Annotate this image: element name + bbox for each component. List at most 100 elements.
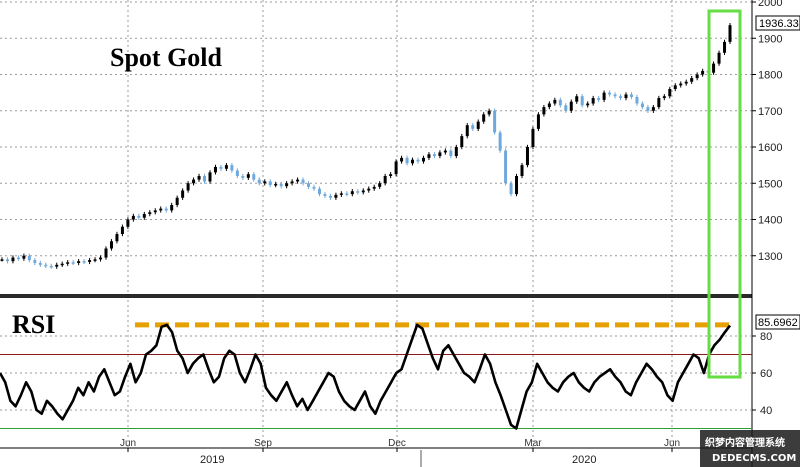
price-candle-body xyxy=(662,96,666,99)
price-last-value-box: 1936.33 xyxy=(755,15,800,31)
price-candle-body xyxy=(120,226,124,234)
price-candle-body xyxy=(586,103,590,106)
price-candle-body xyxy=(328,195,332,198)
price-candle-body xyxy=(77,261,81,263)
price-candle-body xyxy=(312,186,316,189)
price-candle-body xyxy=(520,165,524,176)
price-candle-body xyxy=(651,107,655,111)
price-candle-body xyxy=(728,25,732,42)
rsi-last-value-frame xyxy=(755,314,800,330)
price-candle-body xyxy=(394,161,398,175)
price-candle-body xyxy=(690,78,694,82)
price-y-tick-label: 1400 xyxy=(758,215,782,227)
price-y-tick-label: 1900 xyxy=(758,33,782,45)
price-candle-body xyxy=(635,96,639,104)
rsi-y-tick-label: 60 xyxy=(760,368,772,380)
price-candle-body xyxy=(389,174,393,176)
price-candle-body xyxy=(449,150,453,157)
price-candle-body xyxy=(334,194,338,198)
price-candle-body xyxy=(22,255,26,259)
price-candle-body xyxy=(279,183,283,187)
x-month-label: Dec xyxy=(388,438,406,449)
price-candle-body xyxy=(181,190,185,198)
price-candle-body xyxy=(274,183,278,186)
price-candle-body xyxy=(427,154,431,158)
price-candle-body xyxy=(443,150,447,153)
price-candle-body xyxy=(361,190,365,193)
price-candle-body xyxy=(88,260,92,262)
price-candle-body xyxy=(547,103,551,108)
x-axis: Jun Sep Dec Mar Jun 2019 2020 xyxy=(0,438,752,467)
price-candle-body xyxy=(405,157,409,164)
price-candle-body xyxy=(192,179,196,184)
price-candle-body xyxy=(482,114,486,122)
rsi-y-tick-label: 80 xyxy=(760,331,772,343)
rsi-last-value: 85.6962 xyxy=(758,317,798,329)
price-y-tick-label: 1800 xyxy=(758,70,782,82)
price-gridlines xyxy=(0,0,752,292)
price-candle-body xyxy=(640,103,644,108)
watermark: 织梦内容管理系统 DEDECMS.COM xyxy=(700,430,800,467)
price-candle-body xyxy=(142,214,146,218)
price-candle-body xyxy=(460,136,464,147)
price-candle-body xyxy=(383,176,387,184)
watermark-line-2: DEDECMS.COM xyxy=(712,453,796,464)
price-candle-body xyxy=(646,107,650,111)
price-candle-body xyxy=(564,105,568,111)
x-month-label: Jun xyxy=(120,438,136,449)
rsi-y-tick-label: 40 xyxy=(760,405,772,417)
price-candle-body xyxy=(186,183,190,191)
panel-divider xyxy=(0,294,752,298)
price-candle-body xyxy=(493,110,497,133)
price-candle-body xyxy=(137,215,141,218)
price-candle-body xyxy=(575,96,579,102)
price-candle-body xyxy=(27,255,31,261)
price-candle-body xyxy=(597,98,601,100)
price-candle-body xyxy=(82,261,86,263)
price-candle-body xyxy=(170,205,174,211)
price-candle-body xyxy=(378,183,382,187)
price-candle-body xyxy=(509,183,513,195)
recent-rally-highlight-box xyxy=(707,9,742,379)
price-candle-body xyxy=(673,85,677,89)
price-candle-body xyxy=(487,110,491,115)
price-candle-body xyxy=(558,99,562,106)
price-candle-body xyxy=(71,262,75,264)
price-y-tick-label: 1700 xyxy=(758,106,782,118)
price-candle-body xyxy=(285,183,289,187)
price-candle-body xyxy=(317,188,321,195)
price-candle-body xyxy=(60,263,64,266)
price-candle-body xyxy=(197,176,201,180)
price-y-tick-label: 1500 xyxy=(758,178,782,190)
price-candle-body xyxy=(44,264,48,267)
price-candle-body xyxy=(164,208,168,211)
price-candle-body xyxy=(525,147,529,166)
price-candle-body xyxy=(372,186,376,189)
price-y-axis-ticks: 1300 1400 1500 1600 1700 1800 1900 2000 xyxy=(752,0,782,263)
price-candle-body xyxy=(99,257,103,260)
watermark-line-1: 织梦内容管理系统 xyxy=(705,436,785,449)
price-candle-body xyxy=(679,83,683,86)
price-candle-body xyxy=(629,94,633,97)
x-month-label: Mar xyxy=(524,438,542,449)
rsi-panel-title: RSI xyxy=(12,310,55,339)
price-candle-body xyxy=(602,92,606,100)
price-candle-body xyxy=(16,257,20,260)
price-candle-body xyxy=(109,241,113,249)
price-candle-body xyxy=(230,165,234,171)
price-candle-body xyxy=(301,179,305,184)
price-candle-body xyxy=(668,89,672,97)
price-last-value: 1936.33 xyxy=(759,18,799,30)
price-candle-body xyxy=(591,98,595,104)
x-year-label-2019: 2019 xyxy=(200,454,224,466)
price-candle-body xyxy=(712,63,716,73)
price-candle-body xyxy=(580,96,584,106)
price-candle-body xyxy=(454,147,458,157)
price-candle-body xyxy=(93,259,97,261)
price-candle-body xyxy=(504,150,508,184)
price-candle-body xyxy=(219,166,223,169)
price-candle-body xyxy=(307,183,311,187)
price-candle-body xyxy=(421,157,425,162)
price-candle-body xyxy=(5,259,9,262)
